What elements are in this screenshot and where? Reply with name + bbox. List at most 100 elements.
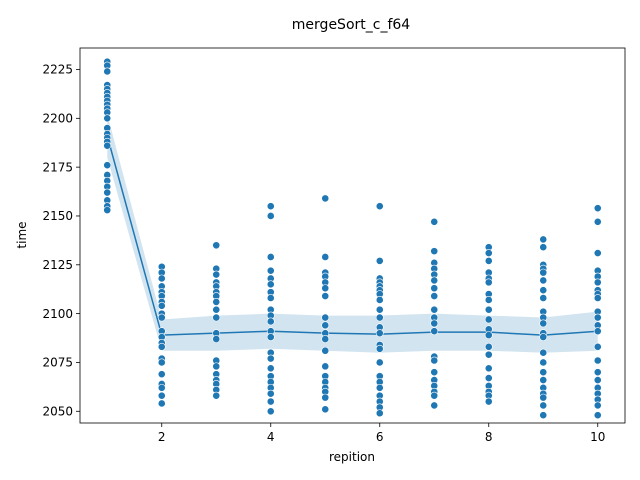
scatter-point xyxy=(103,114,112,123)
scatter-point xyxy=(266,212,275,220)
chart-title: mergeSort_c_f64 xyxy=(292,17,410,33)
plot-frame xyxy=(79,47,626,424)
scatter-point xyxy=(375,296,384,304)
scatter-point xyxy=(593,313,602,322)
confidence-band-layer xyxy=(107,114,598,353)
scatter-point xyxy=(484,315,493,324)
scatter-point xyxy=(321,335,330,343)
scatter-point xyxy=(484,296,493,304)
scatter-point xyxy=(212,305,221,314)
scatter-point xyxy=(539,268,548,277)
scatter-point xyxy=(157,383,166,392)
scatter-point xyxy=(430,292,439,300)
scatter-point xyxy=(212,298,221,306)
scatter-point xyxy=(484,374,493,382)
scatter-point xyxy=(375,329,384,338)
scatter-point xyxy=(484,342,493,351)
scatter-point xyxy=(430,276,439,285)
scatter-point xyxy=(157,391,166,400)
scatter-point xyxy=(484,350,493,359)
scatter-point xyxy=(212,270,221,279)
scatter-point xyxy=(484,256,493,265)
scatter-point xyxy=(321,362,330,371)
scatter-point xyxy=(103,206,112,215)
scatter-point xyxy=(539,411,548,420)
scatter-point xyxy=(157,301,166,310)
y-tick-label: 2050 xyxy=(42,404,73,418)
scatter-point xyxy=(157,313,166,322)
scatter-point xyxy=(375,313,384,322)
scatter-point xyxy=(266,397,275,406)
mean-line xyxy=(106,135,598,336)
y-tick-label: 2225 xyxy=(42,63,73,77)
scatter-point xyxy=(430,391,439,400)
scatter-point xyxy=(321,321,330,330)
scatter-point xyxy=(321,253,330,261)
scatter-point xyxy=(539,286,548,295)
x-ticks: 2 4 6 8 10 xyxy=(158,423,605,444)
x-tick-label: 4 xyxy=(267,430,275,444)
y-tick-label: 2175 xyxy=(42,160,73,174)
scatter-point xyxy=(539,358,548,367)
scatter-point xyxy=(484,278,493,287)
scatter-point xyxy=(321,393,330,402)
scatter-point xyxy=(266,333,275,341)
scatter-point xyxy=(593,401,602,410)
scatter-point xyxy=(539,376,548,384)
scatter-point xyxy=(321,284,330,293)
scatter-point xyxy=(375,344,384,353)
y-tick-label: 2075 xyxy=(42,356,73,370)
y-ticks: 2050 2075 2100 2125 2150 2175 2200 2225 xyxy=(42,63,80,418)
scatter-point xyxy=(430,284,439,293)
scatter-point xyxy=(539,235,548,244)
scatter-point xyxy=(593,204,602,213)
scatter-point xyxy=(593,368,602,377)
scatter-point xyxy=(266,407,275,416)
scatter-point xyxy=(593,411,602,420)
scatter-point xyxy=(103,141,112,150)
scatter-point xyxy=(539,393,548,402)
scatter-point xyxy=(103,67,112,76)
scatter-point xyxy=(321,194,330,203)
scatter-point xyxy=(212,241,221,250)
scatter-point xyxy=(593,249,602,257)
scatter-point xyxy=(266,317,275,326)
scatter-point xyxy=(157,342,166,351)
scatter-point xyxy=(266,266,275,275)
scatter-point xyxy=(321,346,330,355)
scatter-point xyxy=(375,383,384,392)
scatter-point xyxy=(266,389,275,398)
scatter-point xyxy=(539,401,548,410)
scatter-point xyxy=(266,364,275,373)
scatter-point xyxy=(375,305,384,314)
scatter-point xyxy=(266,253,275,261)
scatter-point xyxy=(103,161,112,170)
y-tick-label: 2200 xyxy=(42,112,73,126)
scatter-point xyxy=(593,342,602,351)
scatter-point xyxy=(430,217,439,226)
scatter-point xyxy=(484,331,493,340)
scatter-point xyxy=(593,376,602,384)
scatter-point xyxy=(375,409,384,418)
y-tick-label: 2150 xyxy=(42,209,73,223)
x-tick-label: 10 xyxy=(590,430,605,444)
scatter-point xyxy=(430,368,439,377)
scatter-point xyxy=(539,333,548,341)
scatter-point xyxy=(321,313,330,322)
scatter-point xyxy=(375,256,384,265)
scatter-point xyxy=(539,294,548,302)
x-tick-label: 2 xyxy=(158,430,166,444)
scatter-point xyxy=(593,278,602,287)
scatter-point xyxy=(430,305,439,314)
scatter-point xyxy=(484,364,493,373)
scatter-points-layer xyxy=(103,57,602,420)
scatter-point xyxy=(539,276,548,285)
scatter-point xyxy=(593,356,602,365)
scatter-point xyxy=(212,391,221,400)
scatter-point xyxy=(539,319,548,328)
scatter-point xyxy=(484,397,493,406)
scatter-point xyxy=(430,327,439,336)
scatter-point xyxy=(539,368,548,377)
scatter-point xyxy=(321,405,330,414)
